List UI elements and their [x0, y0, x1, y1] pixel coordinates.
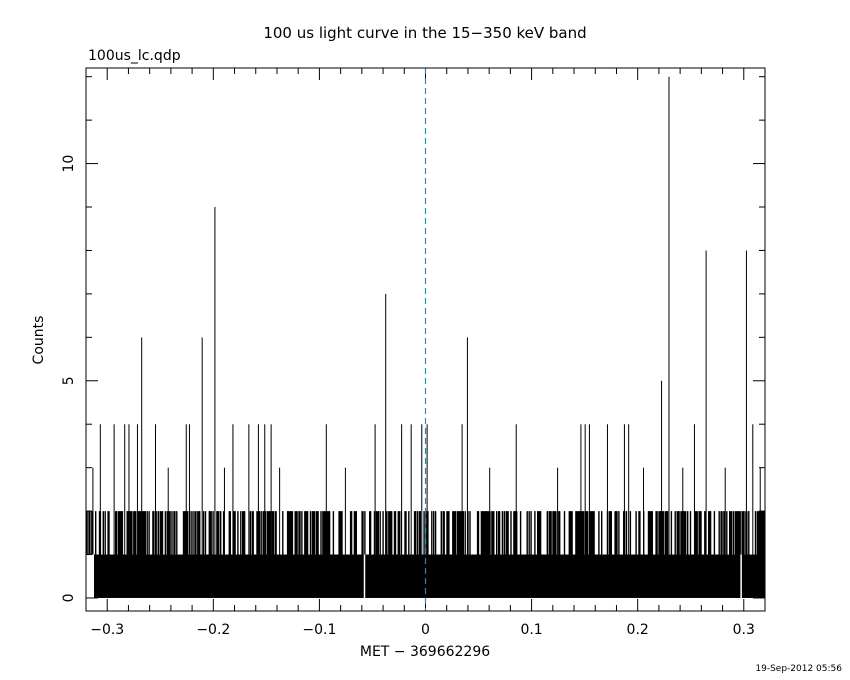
two-count-bins — [86, 511, 765, 555]
chart-title: 100 us light curve in the 15−350 keV ban… — [263, 24, 586, 42]
histogram-bars — [86, 76, 765, 598]
x-tick-label: −0.1 — [302, 622, 336, 638]
x-axis-label: MET − 369662296 — [360, 644, 490, 660]
y-tick-label: 0 — [61, 594, 77, 603]
x-tick-label: 0 — [421, 622, 430, 638]
y-tick-label: 5 — [61, 376, 77, 385]
file-label: 100us_lc.qdp — [88, 48, 181, 64]
x-tick-label: −0.3 — [90, 622, 124, 638]
x-tick-label: −0.2 — [196, 622, 230, 638]
x-tick-label: 0.2 — [627, 622, 649, 638]
tick-labels: −0.3 −0.2 −0.1 0 0.1 0.2 0.3 0 5 10 — [61, 155, 755, 638]
plot-frame — [85, 67, 766, 612]
y-axis-label: Counts — [31, 316, 47, 365]
x-tick-label: 0.3 — [733, 622, 755, 638]
axis-ticks — [85, 68, 766, 611]
y-tick-label: 10 — [61, 155, 77, 173]
baseline-count-fill — [94, 554, 765, 598]
x-tick-label: 0.1 — [520, 622, 542, 638]
timestamp: 19-Sep-2012 05:56 — [755, 664, 842, 674]
